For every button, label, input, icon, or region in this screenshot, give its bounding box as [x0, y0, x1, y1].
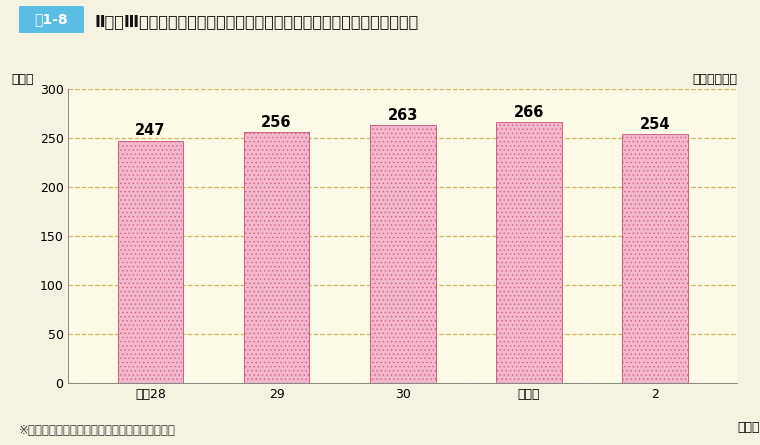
Bar [370, 125, 435, 383]
Text: 247: 247 [135, 123, 166, 138]
Text: 図1-8: 図1-8 [34, 12, 68, 27]
Text: （年度）: （年度） [737, 421, 760, 434]
Bar [622, 134, 688, 383]
Text: 256: 256 [261, 115, 292, 129]
Text: 254: 254 [640, 117, 670, 132]
Text: Ⅱ種・Ⅲ種等採用職員の幹部職員（本府省課長級以上）の在職者数の推移: Ⅱ種・Ⅲ種等採用職員の幹部職員（本府省課長級以上）の在職者数の推移 [95, 14, 420, 29]
Text: （人）: （人） [11, 73, 34, 86]
FancyBboxPatch shape [17, 5, 86, 34]
Text: 266: 266 [514, 105, 544, 120]
Bar [244, 132, 309, 383]
Text: （単位：人）: （単位：人） [692, 73, 737, 86]
Bar [496, 122, 562, 383]
Bar [118, 141, 183, 383]
Text: ※　在職者数は、各年度末における人数である。: ※ 在職者数は、各年度末における人数である。 [19, 424, 176, 437]
Text: 263: 263 [388, 108, 418, 123]
